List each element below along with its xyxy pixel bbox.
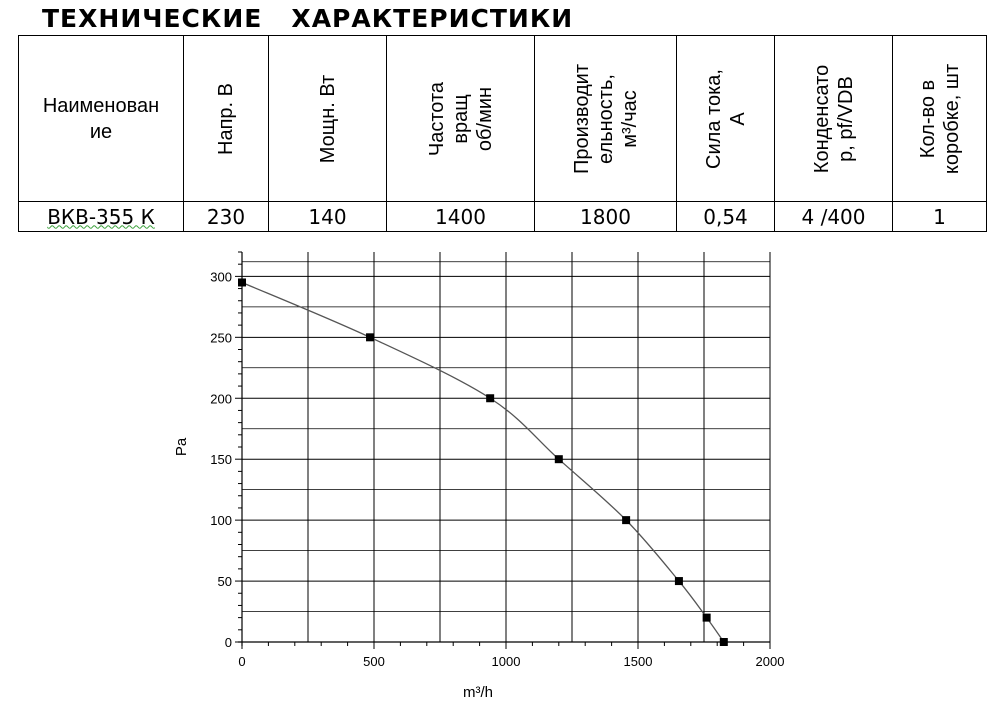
header-current-label: Сила тока, А	[702, 68, 749, 169]
header-capacitor: Конденсато р, pf/VDB	[774, 35, 893, 202]
y-tick-label: 100	[210, 513, 232, 528]
header-voltage-label: Напр. В	[215, 82, 237, 155]
cell-current: 0,54	[676, 201, 775, 232]
cell-name: ВКВ-355 К	[18, 201, 184, 232]
x-tick-label: 500	[363, 654, 385, 669]
specs-table: Наименован ие Напр. В Мощн. Вт Частота в…	[18, 35, 987, 232]
y-tick-label: 50	[218, 574, 232, 589]
header-name: Наименован ие	[18, 35, 184, 202]
cell-per-box: 1	[892, 201, 987, 232]
header-speed-label: Частота вращ об/мин	[425, 81, 496, 156]
header-current: Сила тока, А	[676, 35, 775, 202]
table-header-row: Наименован ие Напр. В Мощн. Вт Частота в…	[18, 35, 987, 202]
data-point	[238, 278, 246, 287]
header-voltage: Напр. В	[183, 35, 269, 202]
y-tick-label: 250	[210, 330, 232, 345]
x-axis-label: m³/h	[463, 684, 493, 701]
x-tick-label: 1000	[492, 654, 521, 669]
y-tick-label: 0	[225, 635, 232, 650]
y-axis-label: Pa	[173, 437, 190, 456]
table-row: ВКВ-355 К 230 140 1400 1800 0,54 4 /400 …	[18, 201, 987, 232]
header-capacity-label: Производит ельность, м³/час	[570, 63, 641, 174]
series-line	[241, 281, 725, 643]
data-point	[702, 613, 711, 622]
header-per-box-label: Кол-во в коробке, шт	[916, 63, 963, 174]
data-point	[366, 333, 375, 342]
data-point	[622, 516, 631, 525]
header-capacity: Производит ельность, м³/час	[534, 35, 677, 202]
header-capacitor-label: Конденсато р, pf/VDB	[810, 64, 857, 173]
header-speed: Частота вращ об/мин	[386, 35, 535, 202]
x-tick-label: 0	[238, 654, 245, 669]
y-tick-label: 200	[210, 391, 232, 406]
cell-capacitor: 4 /400	[774, 201, 893, 232]
x-tick-label: 1500	[624, 654, 653, 669]
header-power-label: Мощн. Вт	[316, 74, 339, 163]
data-point	[486, 394, 495, 403]
header-per-box: Кол-во в коробке, шт	[892, 35, 987, 202]
cell-voltage: 230	[183, 201, 269, 232]
performance-chart: 0 50 100 150 200 250 300 0 500 1000 1500 2000 Pa m³/h	[173, 251, 785, 701]
y-tick-label: 300	[210, 269, 232, 284]
data-point	[554, 455, 563, 464]
cell-speed: 1400	[386, 201, 535, 232]
page-title: ТЕХНИЧЕСКИЕ ХАРАКТЕРИСТИКИ	[42, 4, 574, 33]
cell-name-text: ВКВ-355 К	[47, 204, 155, 229]
x-tick-label: 2000	[756, 654, 785, 669]
header-name-label: Наименован ие	[42, 94, 160, 143]
cell-capacity: 1800	[534, 201, 677, 232]
data-point	[719, 638, 728, 646]
data-point	[674, 577, 683, 586]
y-tick-label: 150	[210, 452, 232, 467]
header-power: Мощн. Вт	[268, 35, 387, 202]
cell-power: 140	[268, 201, 387, 232]
